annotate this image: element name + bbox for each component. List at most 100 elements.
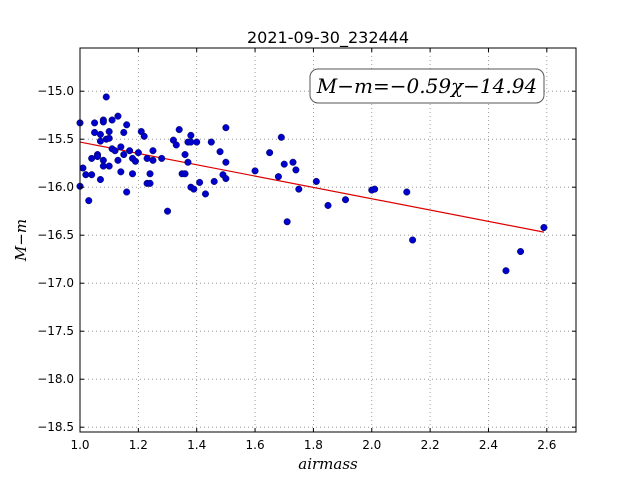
x-tick-label: 1.8 [304,438,323,452]
data-point [120,128,128,136]
data-point [131,157,139,165]
data-point [222,175,230,183]
fit-annotation: M−m=−0.59χ−14.94 [309,68,545,104]
data-point [111,147,119,155]
data-point [99,118,107,126]
chart-title: 2021-09-30_232444 [247,28,409,48]
x-tick-label: 1.4 [187,438,206,452]
y-tick-label: −15.0 [37,84,74,98]
data-point [324,201,332,209]
data-points [76,93,548,275]
data-point [277,133,285,141]
data-point [134,149,142,157]
data-point [251,167,259,175]
data-point [108,116,116,124]
x-tick-label: 1.6 [246,438,265,452]
data-point [295,185,303,193]
data-point [409,236,417,244]
data-point [216,148,224,156]
x-tick-labels: 1.0 1.2 1.4 1.6 1.8 2.0 2.2 2.4 2.6 [70,438,556,452]
data-point [292,166,300,174]
grid [79,48,576,432]
data-point [117,143,125,151]
data-point [143,154,151,162]
data-point [502,267,510,275]
data-point [158,154,166,162]
y-tick-label: −16.0 [37,180,74,194]
data-point [274,173,282,181]
ticks [79,48,576,432]
data-point [222,124,230,132]
data-point [190,185,198,193]
fit-line [79,141,545,233]
data-point [342,196,350,204]
data-point [181,151,189,159]
data-point [94,152,102,160]
data-point [123,188,131,196]
data-point [201,190,209,198]
data-point [123,121,131,129]
y-tick-label: −15.5 [37,132,74,146]
data-point [193,138,201,146]
data-point [91,119,99,127]
x-tick-label: 2.2 [421,438,440,452]
data-point [196,178,204,186]
y-tick-labels: −15.0 −15.5 −16.0 −16.5 −17.0 −17.5 −18.0 −18.5 [37,84,74,434]
data-point [129,170,137,178]
data-point [371,185,379,193]
data-point [540,224,548,232]
data-point [222,158,230,166]
data-point [146,170,154,178]
data-point [88,171,96,179]
data-point [283,218,291,226]
data-point [210,177,218,185]
data-point [99,162,107,170]
data-point [312,177,320,185]
data-point [96,176,104,184]
x-axis-label: airmass [298,455,358,473]
data-point [149,147,157,155]
data-point [105,134,113,142]
data-point [85,197,93,205]
data-point [164,207,172,215]
annotation-text: M−m=−0.59χ−14.94 [316,74,537,98]
data-point [105,162,113,170]
y-tick-label: −16.5 [37,228,74,242]
data-point [120,151,128,159]
plot-frame [79,47,577,433]
data-point [175,126,183,134]
y-axis-label: M−m [12,219,30,262]
data-point [79,164,87,172]
data-point [102,93,110,101]
data-point [172,141,180,149]
data-point [266,149,274,157]
data-point [403,188,411,196]
data-point [187,138,195,146]
data-point [126,147,134,155]
y-tick-label: −18.5 [37,420,74,434]
data-point [207,138,215,146]
data-point [96,130,104,138]
data-point [96,137,104,145]
data-point [105,128,113,136]
data-point [289,158,297,166]
x-tick-label: 1.2 [129,438,148,452]
y-tick-label: −17.0 [37,276,74,290]
annotation-box [309,68,545,104]
data-point [82,171,90,179]
data-point [91,128,99,136]
data-point [517,248,525,256]
x-tick-label: 2.6 [537,438,556,452]
data-point [114,156,122,164]
data-point [117,168,125,176]
y-tick-label: −17.5 [37,324,74,338]
data-point [114,112,122,120]
data-point [181,170,189,178]
y-tick-label: −18.0 [37,372,74,386]
data-point [88,154,96,162]
data-point [187,131,195,139]
x-tick-label: 2.4 [479,438,498,452]
x-tick-label: 1.0 [70,438,89,452]
data-point [146,179,154,187]
